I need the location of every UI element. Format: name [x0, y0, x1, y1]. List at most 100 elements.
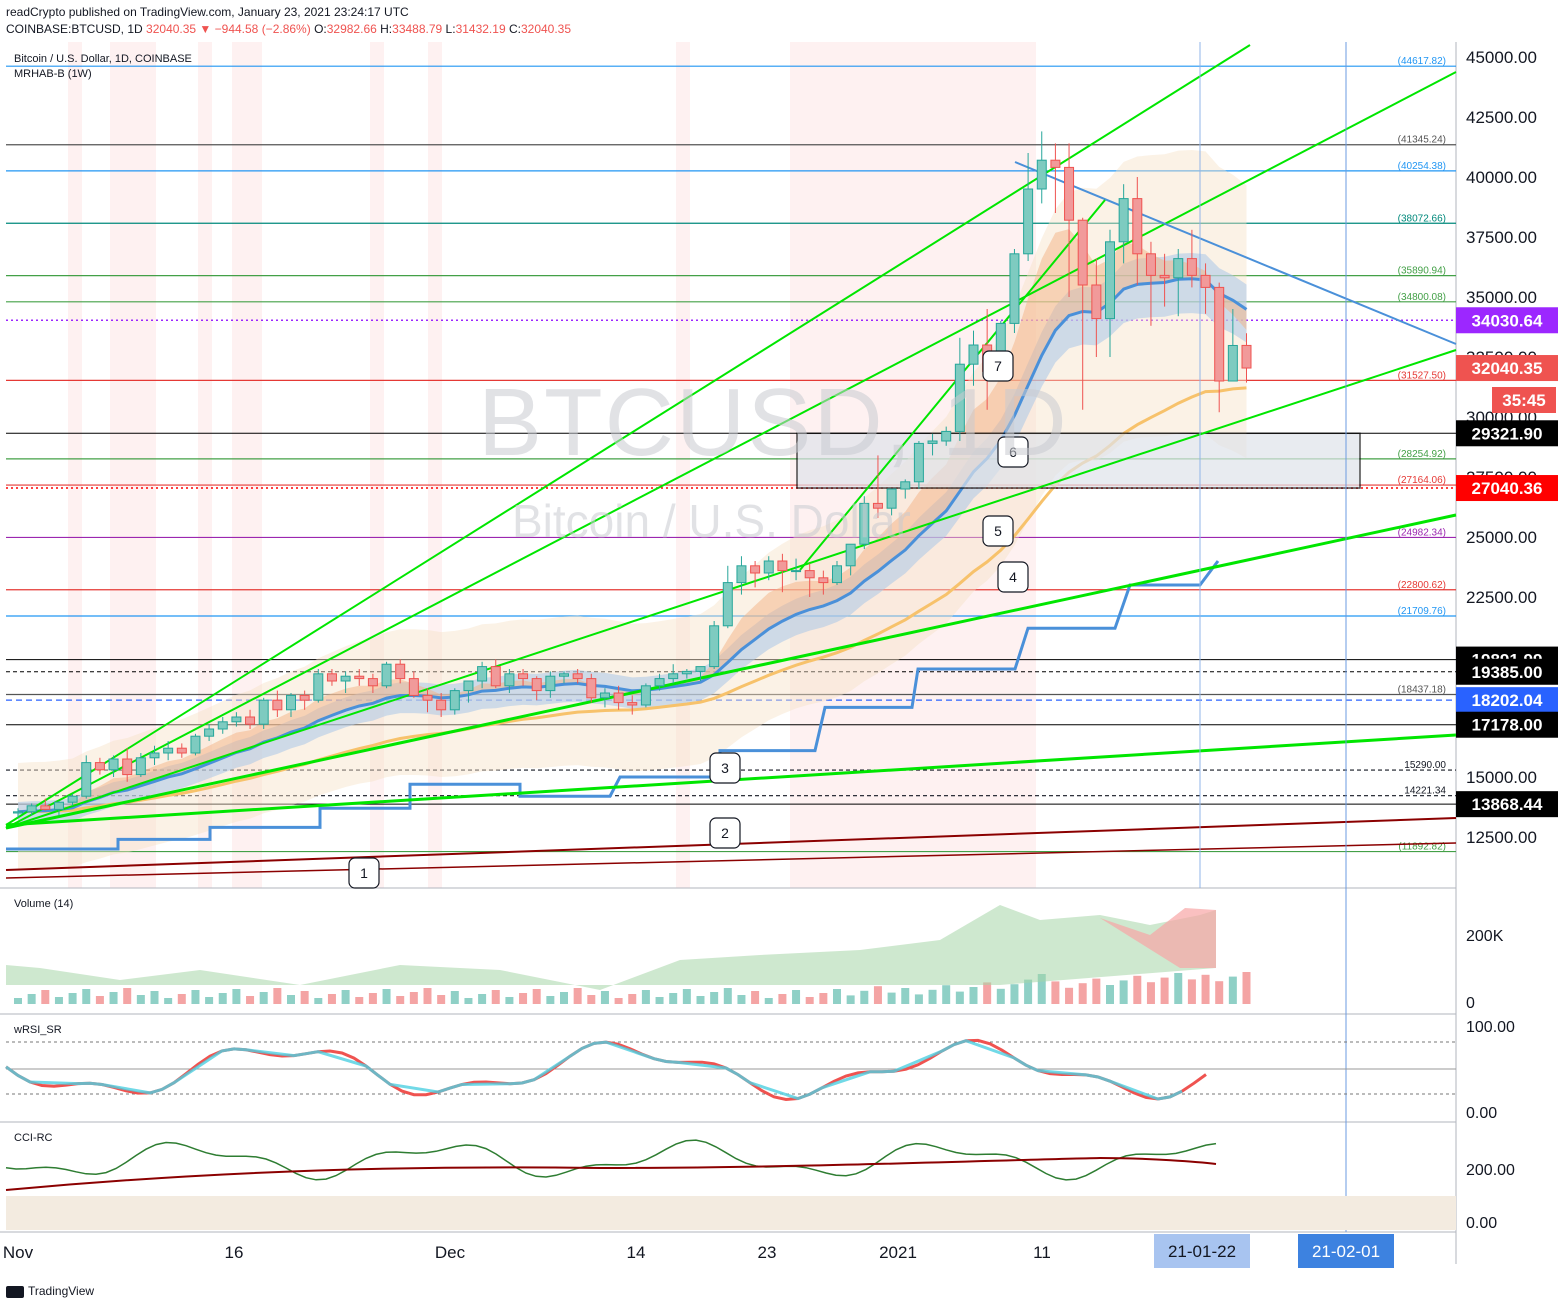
- level-label-10: (22800.62): [1398, 580, 1446, 591]
- candle-20: [286, 693, 296, 717]
- volume-bar-61: [846, 995, 855, 1004]
- volume-bar-19: [273, 988, 282, 1004]
- volume-tick-200k: 200K: [1466, 928, 1504, 945]
- candle-49: [681, 669, 692, 679]
- wave-box-1: [348, 857, 380, 889]
- volume-tick-0: 0: [1466, 995, 1475, 1012]
- candle-body-64: [886, 488, 897, 509]
- price-tag-bg-1: [1456, 355, 1558, 382]
- volume-bar-62: [860, 990, 869, 1004]
- volume-bar-89: [1228, 976, 1237, 1004]
- ohlc-line: COINBASE:BTCUSD, 1D 32040.35 ▼ −944.58 (…: [6, 22, 571, 36]
- volume-bar-35: [491, 990, 500, 1004]
- candle-body-51: [709, 625, 720, 668]
- volume-bar-42: [587, 995, 596, 1004]
- wave-box-2: [709, 817, 741, 849]
- level-label-5: (34800.08): [1398, 292, 1446, 303]
- candle-3: [53, 801, 64, 816]
- candle-56: [777, 553, 788, 593]
- candle-75: [1036, 131, 1047, 204]
- candle-51: [709, 621, 720, 669]
- wave-marker-4: 4: [997, 561, 1029, 593]
- volume-bar-27: [382, 989, 391, 1004]
- price-tag-bg-9: [1456, 791, 1558, 818]
- candle-body-5: [81, 762, 92, 797]
- candle-body-67: [927, 440, 938, 444]
- candle-80: [1105, 229, 1115, 357]
- candle-64: [886, 488, 897, 516]
- price-tag-4: 27040.36: [1456, 475, 1558, 502]
- volume-bar-52: [723, 988, 732, 1004]
- price-tag-0: 34030.64: [1456, 307, 1558, 334]
- volume-bar-26: [368, 993, 377, 1004]
- candle-29: [408, 671, 419, 698]
- volume-bar-54: [751, 991, 760, 1004]
- volume-bar-69: [955, 991, 964, 1004]
- candle-77: [1064, 143, 1075, 297]
- candle-body-24: [340, 675, 351, 682]
- volume-bar-33: [464, 998, 473, 1004]
- candle-86: [1186, 229, 1197, 288]
- low-value: 31432.19: [455, 22, 506, 36]
- cci-tick-200: 200.00: [1466, 1162, 1515, 1179]
- candle-body-52: [722, 582, 733, 627]
- level-label-2: (40254.38): [1398, 161, 1446, 172]
- series-legend[interactable]: Bitcoin / U.S. Dollar, 1D, COINBASE: [14, 53, 192, 65]
- price-tag-3: 29321.90: [1456, 420, 1558, 447]
- candle-body-59: [818, 577, 829, 584]
- price-tag-bg-3: [1456, 420, 1558, 447]
- candle-body-11: [163, 747, 174, 754]
- candle-body-63: [872, 502, 883, 509]
- publisher-line: readCrypto published on TradingView.com,…: [6, 5, 409, 19]
- candle-73: [1009, 249, 1020, 333]
- volume-bar-85: [1174, 973, 1183, 1004]
- price-tick-12500: 12500.00: [1466, 828, 1537, 847]
- candle-67: [927, 433, 938, 456]
- candle-body-27: [381, 663, 392, 687]
- candle-11: [163, 741, 174, 761]
- candle-74: [1023, 153, 1034, 261]
- wave-box-7: [982, 350, 1014, 382]
- candle-40: [559, 671, 569, 684]
- volume-bar-4: [68, 993, 77, 1004]
- volume-cloud-red: [1100, 908, 1216, 968]
- tradingview-logo[interactable]: TradingView: [6, 1284, 94, 1298]
- candle-body-47: [654, 678, 665, 687]
- volume-bar-74: [1024, 979, 1033, 1004]
- candle-body-88: [1214, 286, 1225, 382]
- volume-bar-78: [1078, 983, 1087, 1004]
- price-tick-35000: 35000.00: [1466, 288, 1537, 307]
- rsi-pane-label[interactable]: wRSI_SR: [14, 1024, 62, 1036]
- trendline-7: [1014, 161, 1457, 345]
- beige-band: [18, 150, 1247, 871]
- wave-marker-6: 6: [997, 436, 1029, 468]
- indicator-legend[interactable]: MRHAB-B (1W): [14, 68, 92, 80]
- candle-body-46: [640, 685, 651, 706]
- level-label-15: (11892.82): [1398, 842, 1446, 853]
- candle-body-79: [1091, 284, 1102, 320]
- candle-58: [804, 563, 815, 597]
- candle-4: [67, 793, 78, 806]
- wave-box-6: [997, 436, 1029, 468]
- volume-bar-30: [423, 988, 432, 1004]
- volume-bar-29: [409, 992, 418, 1004]
- volume-bar-68: [942, 985, 951, 1004]
- wave-marker-3: 3: [709, 752, 741, 784]
- candle-body-77: [1064, 166, 1075, 221]
- volume-pane-label[interactable]: Volume (14): [14, 898, 74, 910]
- volume-bar-11: [164, 998, 173, 1004]
- volume-bar-46: [641, 990, 650, 1004]
- candle-45: [627, 695, 638, 715]
- volume-bar-80: [1106, 985, 1114, 1004]
- candle-7: [108, 755, 119, 777]
- wave-marker-2: 2: [709, 817, 741, 849]
- volume-bar-17: [246, 996, 255, 1004]
- candle-27: [381, 661, 392, 689]
- mid-average-line: [17, 277, 1248, 814]
- candle-60: [832, 561, 842, 585]
- cci-pane-label[interactable]: CCI-RC: [14, 1132, 53, 1144]
- close-label: C:: [508, 22, 521, 36]
- volume-bar-45: [628, 994, 637, 1004]
- price-tag-text-2: 35:45: [1502, 391, 1545, 410]
